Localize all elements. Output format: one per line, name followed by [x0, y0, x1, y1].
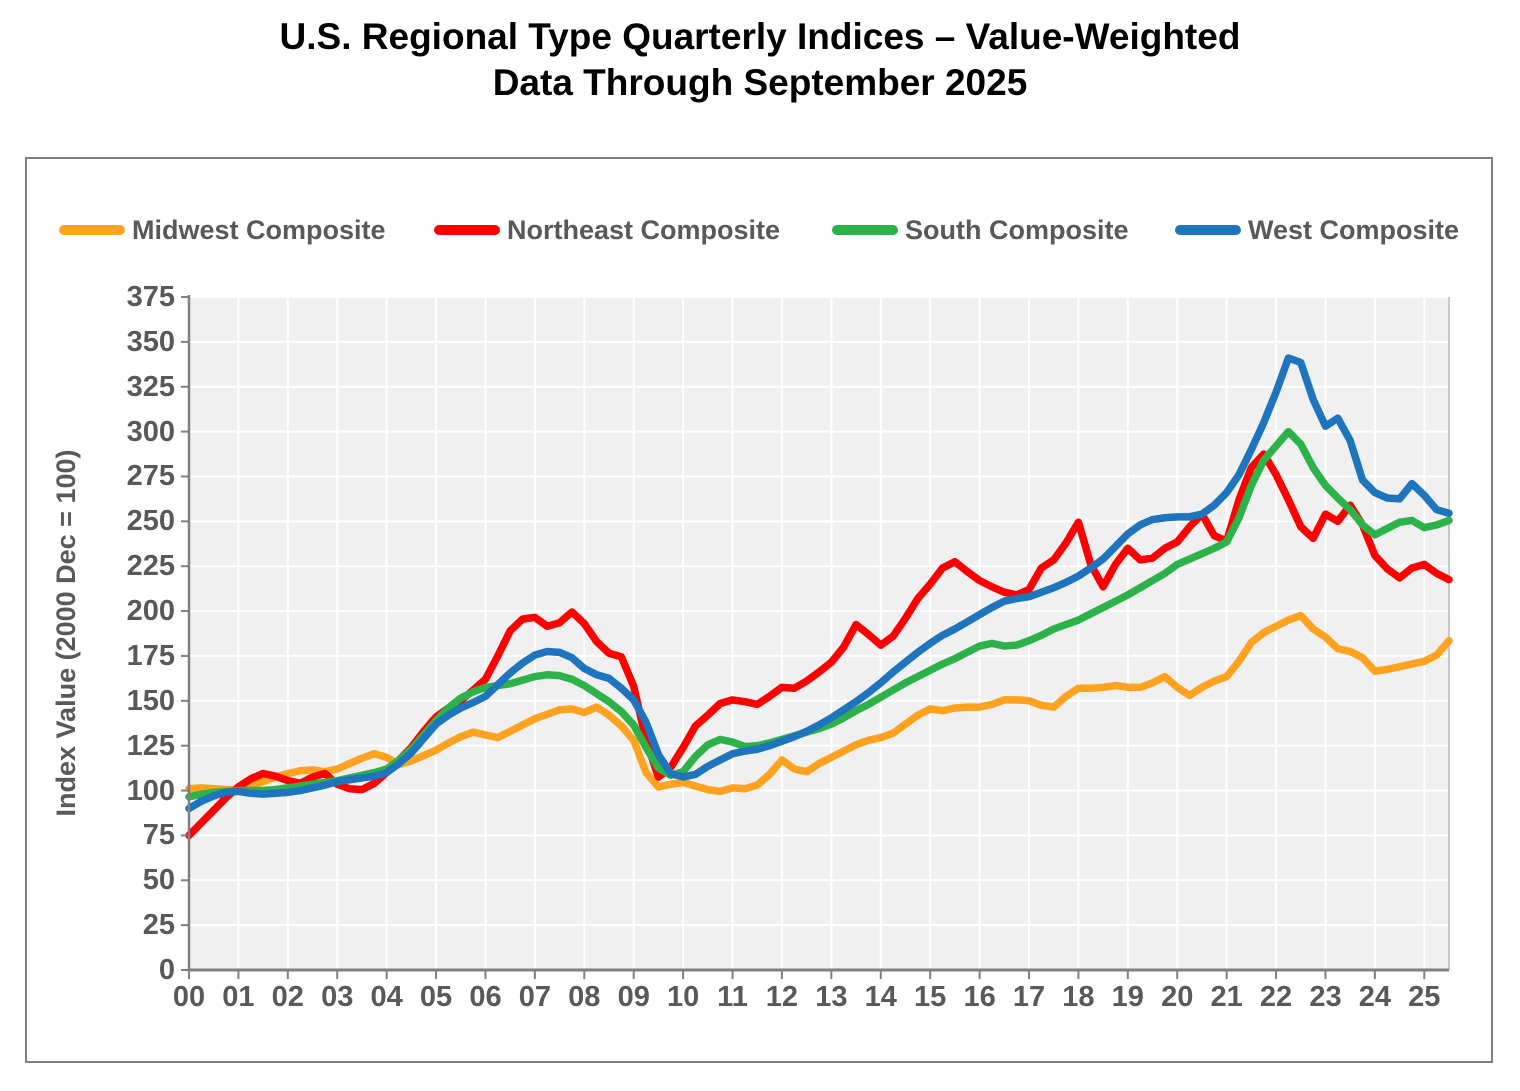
- x-tick-label: 25: [1408, 981, 1441, 1013]
- y-tick-label: 375: [126, 281, 175, 313]
- x-tick-label: 16: [963, 981, 996, 1013]
- y-tick-label: 50: [142, 864, 175, 897]
- x-tick-label: 09: [617, 981, 650, 1013]
- legend-swatch-icon: [434, 225, 500, 235]
- x-tick-label: 22: [1259, 981, 1293, 1013]
- legend-label: Midwest Composite: [132, 214, 386, 245]
- plot-background: [189, 297, 1449, 970]
- x-tick-label: 18: [1062, 981, 1095, 1013]
- y-tick-label: 325: [126, 370, 175, 403]
- y-tick-label: 350: [126, 325, 175, 358]
- x-tick-label: 00: [172, 981, 206, 1013]
- x-tick-label: 07: [518, 981, 551, 1013]
- x-tick-label: 15: [914, 981, 947, 1013]
- x-tick-label: 24: [1358, 981, 1391, 1013]
- x-tick-label: 01: [222, 981, 255, 1013]
- x-tick-label: 19: [1111, 981, 1144, 1013]
- x-tick-label: 11: [717, 981, 748, 1013]
- y-tick-label: 125: [126, 729, 175, 762]
- y-tick-label: 275: [126, 460, 175, 493]
- legend-swatch-icon: [832, 225, 898, 235]
- legend-item-west-composite: West Composite: [1175, 212, 1459, 248]
- x-tick-label: 20: [1161, 981, 1194, 1013]
- legend-label: South Composite: [905, 214, 1129, 245]
- x-tick-label: 03: [321, 981, 354, 1013]
- legend-item-midwest-composite: Midwest Composite: [59, 212, 386, 248]
- x-tick-label: 23: [1309, 981, 1342, 1013]
- y-tick-label: 75: [142, 819, 175, 852]
- x-tick-label: 06: [469, 981, 502, 1013]
- y-tick-label: 0: [158, 954, 175, 986]
- x-tick-label: 02: [271, 981, 304, 1013]
- legend-item-south-composite: South Composite: [832, 212, 1129, 248]
- chart-title: U.S. Regional Type Quarterly Indices – V…: [0, 14, 1520, 106]
- y-tick-label: 250: [126, 505, 175, 538]
- x-tick-label: 17: [1012, 981, 1046, 1013]
- y-tick-label: 175: [126, 639, 175, 672]
- legend: Midwest Composite Northeast Composite Sout…: [27, 159, 1491, 1061]
- legend-label: Northeast Composite: [507, 214, 781, 245]
- x-tick-label: 21: [1210, 981, 1243, 1013]
- legend-swatch-icon: [1175, 225, 1241, 235]
- x-tick-label: 12: [765, 981, 799, 1013]
- y-tick-label: 300: [126, 415, 175, 448]
- chart-title-line1: U.S. Regional Type Quarterly Indices – V…: [279, 16, 1241, 57]
- legend-swatch-icon: [59, 225, 125, 235]
- legend-item-northeast-composite: Northeast Composite: [434, 212, 780, 248]
- plot-area: [181, 295, 1453, 979]
- series-line-west-composite: [185, 354, 1453, 813]
- y-tick-label: 225: [126, 550, 175, 583]
- x-tick-label: 08: [568, 981, 601, 1013]
- chart-title-line2: Data Through September 2025: [492, 62, 1028, 103]
- x-tick-label: 10: [666, 981, 700, 1013]
- x-tick-label: 13: [815, 981, 848, 1013]
- x-tick-label: 05: [419, 981, 453, 1013]
- y-tick-label: 150: [126, 684, 175, 717]
- x-tick-label: 04: [370, 981, 403, 1013]
- y-tick-label: 200: [126, 595, 175, 628]
- y-tick-label: 100: [126, 774, 175, 807]
- y-tick-label: 25: [142, 909, 175, 942]
- x-tick-label: 14: [864, 981, 897, 1013]
- legend-label: West Composite: [1248, 214, 1460, 245]
